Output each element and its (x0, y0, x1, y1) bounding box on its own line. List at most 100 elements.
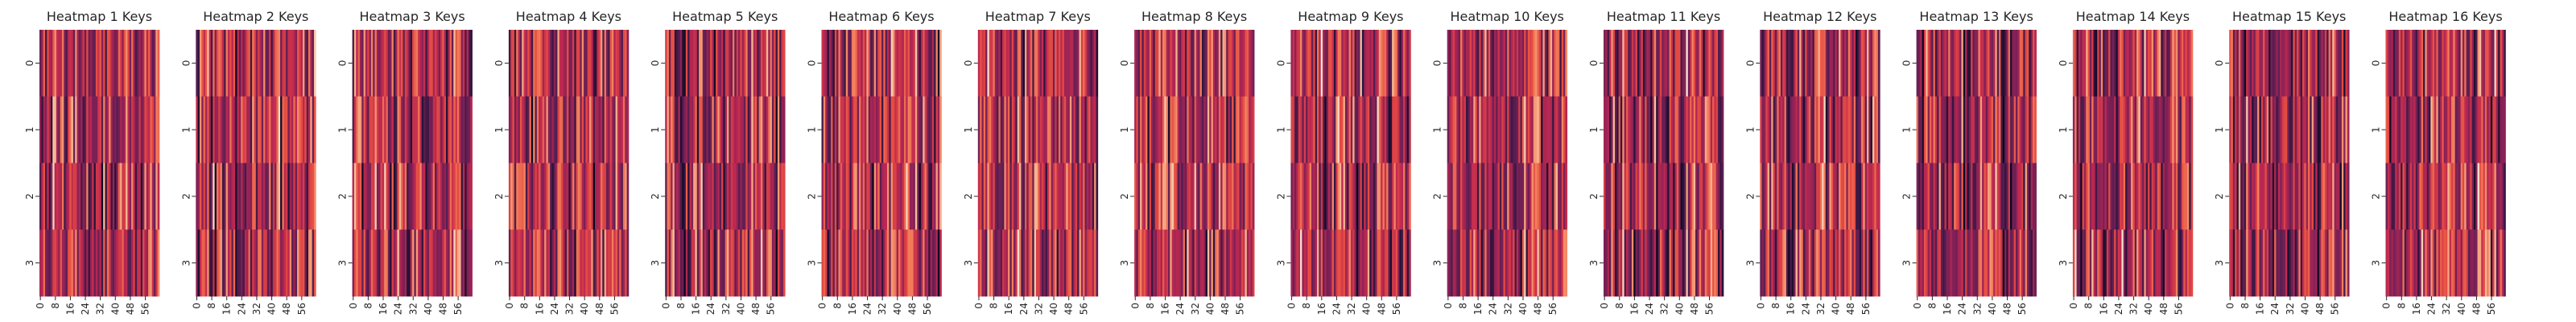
heatmap-cell (410, 30, 413, 97)
heatmap-cell (2076, 30, 2079, 97)
heatmap-cell (676, 30, 679, 97)
heatmap-cell (56, 229, 59, 297)
heatmap-cell (103, 96, 105, 163)
heatmap-cell (1876, 96, 1879, 163)
heatmap-cell (1397, 163, 1400, 230)
heatmap-cell (1509, 30, 1512, 97)
heatmap-cell (2330, 163, 2333, 230)
heatmap-cell (592, 229, 596, 297)
heatmap-cell (1507, 30, 1509, 97)
heatmap-cell (2179, 229, 2182, 297)
heatmap-cell (1721, 96, 1724, 163)
heatmap-cell (220, 30, 223, 97)
heatmap-cell (1352, 96, 1355, 163)
heatmap-cell (696, 163, 700, 230)
heatmap-cell (356, 229, 358, 297)
heatmap-cell (2473, 163, 2476, 230)
heatmap-cell (1719, 96, 1723, 163)
heatmap-cell (2496, 163, 2499, 230)
heatmap-cell (2492, 96, 2495, 163)
heatmap-cell (1823, 229, 1827, 297)
x-tick-label: 16 (847, 303, 858, 315)
heatmap-cell (1147, 30, 1150, 97)
heatmap-cell (1226, 96, 1228, 163)
heatmap-cell (564, 30, 568, 97)
heatmap-cell (238, 229, 242, 297)
heatmap-cell (2104, 30, 2107, 97)
heatmap-cell (303, 30, 305, 97)
heatmap-cell (235, 229, 237, 297)
heatmap-cell (570, 30, 573, 97)
x-tick-label: 24 (1644, 303, 1655, 315)
heatmap-cell (105, 30, 108, 97)
heatmap-cell (1084, 229, 1088, 297)
heatmap-cell (1923, 30, 1926, 97)
heatmap-cell (693, 163, 696, 230)
heatmap-cell (1639, 163, 1641, 230)
heatmap-cell (683, 163, 687, 230)
heatmap-cell (2283, 30, 2286, 97)
heatmap-cell (1056, 96, 1059, 163)
heatmap-cell (775, 229, 778, 297)
heatmap-cell (1761, 96, 1765, 163)
heatmap-cell (2450, 163, 2454, 230)
heatmap-cell (2138, 96, 2141, 163)
heatmap-cell (459, 163, 461, 230)
heatmap-cell (766, 30, 769, 97)
heatmap-cell (1038, 229, 1040, 297)
heatmap-cell (2185, 163, 2188, 230)
heatmap-cell (54, 30, 57, 97)
heatmap-cell (2404, 96, 2407, 163)
heatmap-cell (220, 96, 223, 163)
heatmap-cell (1546, 229, 1549, 297)
heatmap-cell (464, 229, 467, 297)
heatmap-cell (879, 96, 882, 163)
heatmap-cell (679, 96, 683, 163)
heatmap-cell (1401, 229, 1404, 297)
heatmap-cell (2322, 229, 2326, 297)
heatmap-cell (133, 30, 136, 97)
heatmap-cell (1611, 96, 1613, 163)
heatmap-cell (112, 96, 115, 163)
heatmap-cell (227, 96, 230, 163)
heatmap-cell (1331, 229, 1335, 297)
heatmap-cell (105, 229, 108, 297)
heatmap-cell (2281, 229, 2285, 297)
heatmap-cell (527, 30, 530, 97)
heatmap-cell (270, 30, 274, 97)
heatmap-cell (2430, 30, 2434, 97)
heatmap-cell (429, 163, 431, 230)
heatmap-cell (1682, 229, 1685, 297)
heatmap-cell (2453, 96, 2455, 163)
heatmap-cell (1552, 229, 1554, 297)
heatmap-cell (1652, 30, 1655, 97)
heatmap-cell (1141, 30, 1145, 97)
heatmap-cell (2082, 163, 2085, 230)
heatmap-cell (1524, 96, 1526, 163)
x-tick-label: 16 (221, 303, 233, 315)
heatmap-cell (991, 163, 993, 230)
heatmap-cell (1039, 163, 1042, 230)
heatmap-cell (150, 96, 153, 163)
heatmap-cell (1228, 163, 1231, 230)
heatmap-cell (1021, 30, 1024, 97)
heatmap-cell (1151, 229, 1154, 297)
heatmap-cell (404, 96, 407, 163)
heatmap-cell (2149, 163, 2153, 230)
heatmap-cell (619, 163, 621, 230)
heatmap-cell (1827, 96, 1830, 163)
heatmap-cell (436, 30, 440, 97)
heatmap-cell (1971, 163, 1973, 230)
heatmap-cell (1303, 30, 1307, 97)
heatmap-cell (738, 229, 741, 297)
heatmap-cell (1365, 229, 1368, 297)
y-tick-label: 3 (1432, 260, 1443, 266)
heatmap-cell (196, 30, 198, 97)
heatmap-cell (622, 229, 625, 297)
heatmap-cell (88, 163, 91, 230)
heatmap-cell (312, 229, 315, 297)
heatmap-cell (404, 229, 407, 297)
heatmap-cell (2281, 30, 2285, 97)
heatmap-cell (1205, 229, 1208, 297)
